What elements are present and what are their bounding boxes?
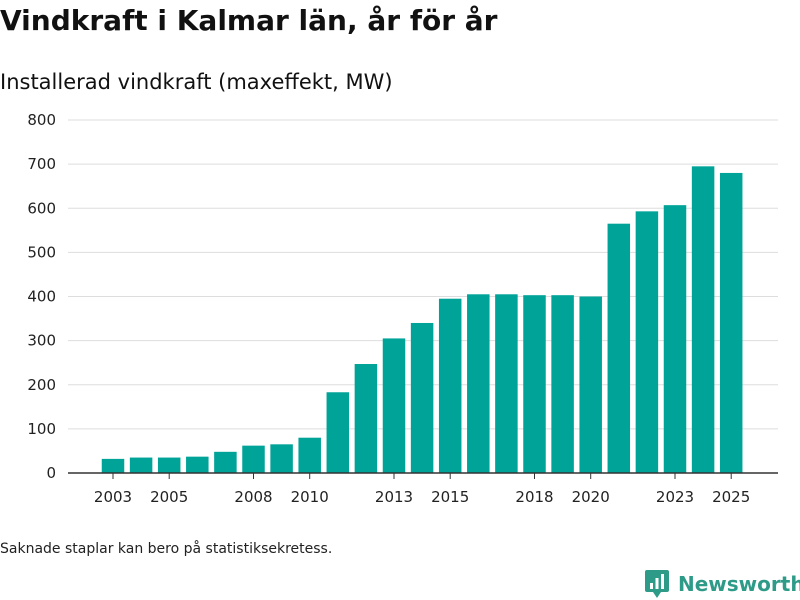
bar-2015[interactable] bbox=[438, 298, 462, 473]
newsworthy-logo[interactable]: Newsworthy bbox=[644, 568, 800, 600]
y-tick-label-500: 500 bbox=[27, 243, 56, 261]
bar-2016[interactable] bbox=[467, 294, 490, 473]
bar-2020[interactable] bbox=[579, 296, 602, 474]
y-tick-label-100: 100 bbox=[27, 420, 56, 438]
bar-2006[interactable] bbox=[186, 456, 209, 473]
bar-2024[interactable] bbox=[691, 166, 715, 473]
footnote: Saknade staplar kan bero på statistiksek… bbox=[0, 541, 333, 557]
y-tick-label-800: 800 bbox=[27, 111, 56, 129]
bar-2012[interactable] bbox=[354, 364, 378, 473]
y-tick-label-200: 200 bbox=[27, 376, 56, 394]
x-tick-labels: 2003 2005 2008 2010 2013 2015 2018 2020 2023 2025 bbox=[94, 488, 750, 506]
axes bbox=[68, 472, 778, 479]
y-tick-label-400: 400 bbox=[27, 288, 56, 306]
bar-2007[interactable] bbox=[214, 451, 237, 473]
bar-chart-logo-icon bbox=[645, 570, 669, 598]
x-tick-label-2008: 2008 bbox=[234, 488, 272, 506]
x-tick-label-2010: 2010 bbox=[291, 488, 329, 506]
bar-2023[interactable] bbox=[663, 205, 687, 473]
bar-2004[interactable] bbox=[129, 457, 153, 473]
bar-2014[interactable] bbox=[410, 322, 434, 473]
bar-2017[interactable] bbox=[495, 294, 518, 473]
x-tick-label-2003: 2003 bbox=[94, 488, 132, 506]
bar-2009[interactable] bbox=[270, 444, 293, 473]
x-tick-label-2005: 2005 bbox=[150, 488, 188, 506]
brand-name: Newsworthy bbox=[678, 572, 800, 596]
bar-2008[interactable] bbox=[242, 445, 265, 473]
bar-2010[interactable] bbox=[298, 437, 321, 473]
y-tick-label-300: 300 bbox=[27, 332, 56, 350]
bar-2005[interactable] bbox=[157, 457, 181, 473]
bar-2021[interactable] bbox=[607, 223, 631, 473]
chart-subtitle: Installerad vindkraft (maxeffekt, MW) bbox=[0, 70, 393, 94]
y-tick-labels: 0 100 200 300 400 500 600 700 800 bbox=[27, 111, 56, 482]
y-tick-label-0: 0 bbox=[46, 464, 56, 482]
x-tick-label-2020: 2020 bbox=[572, 488, 610, 506]
x-tick-label-2018: 2018 bbox=[515, 488, 553, 506]
bar-2003[interactable] bbox=[101, 458, 125, 473]
bar-2018[interactable] bbox=[523, 295, 546, 473]
y-tick-label-700: 700 bbox=[27, 155, 56, 173]
x-tick-label-2023: 2023 bbox=[656, 488, 694, 506]
x-tick-label-2013: 2013 bbox=[375, 488, 413, 506]
bar-2025[interactable] bbox=[719, 172, 743, 473]
y-tick-label-600: 600 bbox=[27, 199, 56, 217]
x-tick-label-2025: 2025 bbox=[712, 488, 750, 506]
bar-2022[interactable] bbox=[635, 211, 659, 473]
x-tick-label-2015: 2015 bbox=[431, 488, 469, 506]
chart-title: Vindkraft i Kalmar län, år för år bbox=[0, 4, 498, 37]
bars bbox=[101, 166, 743, 474]
bar-2019[interactable] bbox=[551, 295, 574, 473]
bar-2011[interactable] bbox=[326, 392, 350, 473]
bar-2013[interactable] bbox=[382, 338, 406, 473]
